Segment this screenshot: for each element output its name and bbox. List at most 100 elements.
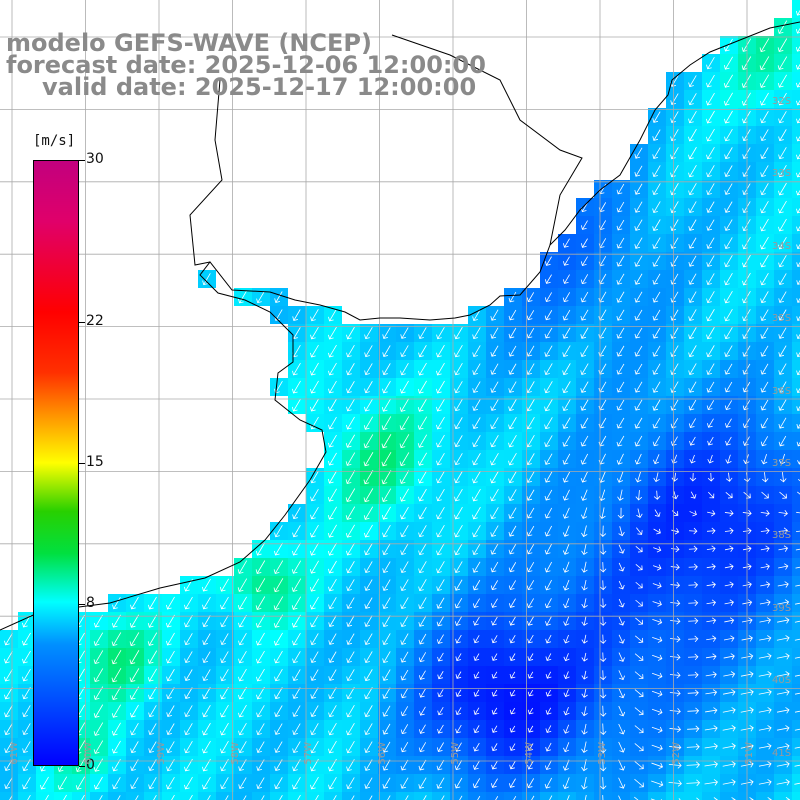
wind-cell [792,666,800,684]
wind-arrow [758,671,772,678]
wind-arrow [670,237,679,249]
wind-arrow [794,782,800,785]
wind-arrow [724,527,734,535]
wind-arrow [670,129,679,142]
wind-arrow [346,381,355,394]
wind-arrow [634,689,644,698]
wind-arrow [670,111,679,124]
wind-arrow [652,582,662,589]
wind-arrow [93,704,104,718]
colorbar-tick-label: 15 [86,454,104,470]
wind-arrow [4,668,13,682]
wind-arrow [778,129,787,142]
wind-arrow [599,652,607,663]
wind-arrow [795,584,800,587]
wind-arrow [400,724,409,735]
wind-arrow [776,725,790,732]
wind-arrow [93,668,104,683]
wind-arrow [599,616,607,626]
wind-arrow [345,524,355,538]
wind-arrow [723,56,733,70]
wind-arrow [580,363,589,375]
wind-cell [324,792,342,800]
wind-arrow [111,722,121,736]
wind-arrow [563,238,570,248]
wind-arrow [618,598,625,608]
wind-arrow [616,201,625,213]
wind-arrow [473,671,480,679]
latitude-label: 33S [772,168,792,180]
wind-arrow [472,488,481,502]
wind-arrow [220,633,229,646]
wind-arrow [777,56,788,70]
wind-arrow [490,435,499,448]
wind-arrow [526,399,535,412]
wind-arrow [129,632,140,647]
wind-arrow [689,510,697,517]
wind-arrow [238,686,247,700]
wind-arrow [455,742,462,752]
wind-arrow [291,398,301,412]
wind-arrow [722,707,736,714]
wind-cell [0,792,18,800]
wind-arrow [63,794,67,800]
wind-arrow [454,345,463,358]
wind-arrow [129,650,140,665]
wind-arrow [687,725,700,733]
wind-arrow [687,689,699,697]
wind-arrow [778,435,787,447]
wind-arrow [508,489,517,502]
wind-arrow [509,653,516,661]
wind-arrow [544,579,552,591]
wind-arrow [706,110,715,124]
wind-arrow [581,579,588,591]
wind-arrow [778,92,787,106]
wind-arrow [706,635,717,642]
wind-cell [792,774,800,792]
wind-arrow [364,381,373,394]
wind-arrow [328,633,337,645]
wind-arrow [688,110,697,124]
wind-arrow [473,616,480,626]
wind-arrow [382,561,391,573]
colorbar-tick-mark [79,766,85,767]
wind-arrow [417,398,428,412]
wind-arrow [795,548,800,551]
wind-arrow [725,492,733,499]
wind-arrow [364,723,373,736]
colorbar-tick-label: 30 [86,151,104,167]
wind-cell [702,792,720,800]
wind-arrow [220,686,229,700]
wind-arrow [184,705,193,718]
wind-arrow [202,669,211,682]
wind-arrow [618,670,625,681]
wind-arrow [346,722,355,736]
wind-arrow [652,435,661,447]
wind-arrow [369,795,373,800]
wind-arrow [563,256,570,266]
wind-arrow [381,451,392,467]
wind-arrow [346,615,355,627]
colorbar-tick-label: 0 [86,757,95,773]
wind-arrow [653,454,660,465]
wind-arrow [256,686,265,700]
wind-arrow [472,327,481,340]
wind-arrow [364,777,373,789]
wind-arrow [688,237,697,249]
wind-arrow [706,345,715,358]
wind-arrow [562,399,571,412]
wind-cell [792,270,800,288]
wind-arrow [651,708,663,715]
wind-arrow [581,777,588,790]
wind-arrow [436,362,445,376]
wind-arrow [291,614,301,628]
wind-arrow [776,653,790,660]
wind-arrow [796,405,800,411]
wind-arrow [689,436,696,446]
wind-arrow [634,147,643,159]
wind-arrow [599,688,607,699]
wind-arrow [723,92,733,106]
wind-arrow [491,689,498,697]
wind-arrow [166,632,175,646]
wind-arrow [345,434,356,448]
